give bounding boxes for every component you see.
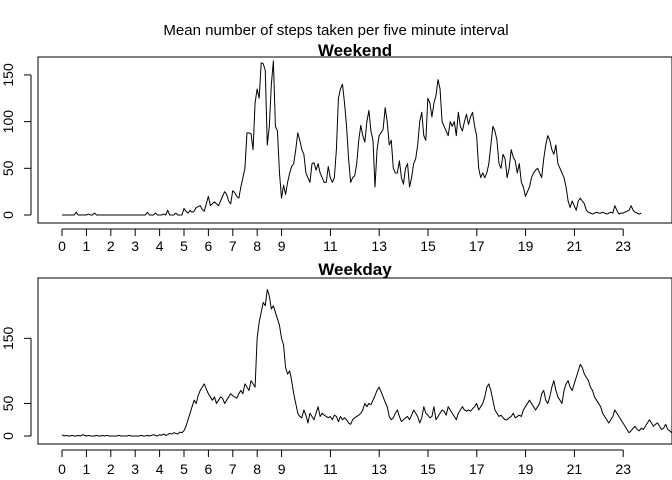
- weekday-x-tick-label: 23: [615, 461, 631, 477]
- weekend-x-tick-label: 3: [131, 238, 139, 254]
- weekday-panel-title: Weekday: [318, 260, 392, 279]
- weekday-x-tick-label: 6: [205, 461, 213, 477]
- weekend-x-tick-label: 13: [371, 238, 387, 254]
- figure-title: Mean number of steps taken per five minu…: [163, 22, 508, 39]
- weekday-y-axis: 0 50 150: [0, 326, 32, 440]
- weekday-x-tick-label: 15: [420, 461, 436, 477]
- weekday-plot-area: [61, 289, 672, 437]
- weekend-y-axis: 0 50 100 150: [0, 63, 32, 219]
- weekday-x-tick-label: 0: [58, 461, 66, 477]
- weekend-x-tick-label: 21: [567, 238, 583, 254]
- weekday-x-tick-label: 2: [107, 461, 115, 477]
- weekend-x-tick-label: 0: [58, 238, 66, 254]
- weekend-x-tick-label: 7: [229, 238, 237, 254]
- weekend-x-tick-label: 19: [518, 238, 534, 254]
- weekday-x-axis: 0 1 2 3 4 5 6 7 8 9 11 13 15 17 19 21 23: [58, 449, 631, 477]
- weekend-x-axis: 0 1 2 3 4 5 6 7 8 9 11 13 15 17 19 21 23: [58, 228, 631, 254]
- weekday-y-tick-label: 50: [0, 395, 16, 411]
- weekday-x-tick-label: 19: [518, 461, 534, 477]
- weekday-x-tick-label: 4: [156, 461, 164, 477]
- weekend-x-tick-label: 1: [83, 238, 91, 254]
- weekend-x-tick-label: 9: [278, 238, 286, 254]
- weekend-x-tick-label: 11: [323, 238, 338, 254]
- weekend-x-tick-label: 4: [156, 238, 164, 254]
- weekend-y-tick-label: 50: [0, 160, 16, 176]
- weekend-plot-frame: [37, 56, 672, 224]
- weekend-x-tick-label: 8: [253, 238, 261, 254]
- weekday-x-tick-label: 13: [371, 461, 387, 477]
- weekend-x-tick-label: 15: [420, 238, 436, 254]
- weekday-steps-line: [61, 289, 672, 437]
- weekday-x-tick-label: 17: [469, 461, 485, 477]
- weekend-x-tick-label: 6: [205, 238, 213, 254]
- weekend-x-tick-label: 23: [615, 238, 631, 254]
- weekend-y-tick-label: 100: [0, 110, 16, 134]
- weekday-x-tick-label: 7: [229, 461, 237, 477]
- weekday-y-tick-label: 0: [0, 432, 16, 440]
- weekday-x-tick-label: 5: [180, 461, 188, 477]
- weekday-y-tick-label: 150: [0, 326, 16, 350]
- weekend-panel: Weekend 0 1 2 3 4 5 6 7 8 9 11 13 15 17 19 21 23 0501001…: [0, 41, 672, 254]
- weekend-plot-area: [62, 60, 642, 216]
- weekday-plot-frame: [37, 277, 672, 445]
- weekday-x-tick-label: 3: [131, 461, 139, 477]
- weekend-x-tick-label: 5: [180, 238, 188, 254]
- weekend-y-tick-label: 150: [0, 63, 16, 87]
- weekday-x-tick-label: 21: [567, 461, 583, 477]
- weekend-x-tick-label: 2: [107, 238, 115, 254]
- weekend-panel-title: Weekend: [318, 41, 392, 60]
- weekday-x-tick-label: 8: [253, 461, 261, 477]
- weekday-x-tick-label: 1: [83, 461, 91, 477]
- weekday-x-tick-label: 9: [278, 461, 286, 477]
- weekend-steps-line: [62, 60, 642, 216]
- weekend-x-tick-label: 17: [469, 238, 485, 254]
- weekday-x-tick-label: 11: [323, 461, 338, 477]
- weekend-y-tick-label: 0: [0, 211, 16, 219]
